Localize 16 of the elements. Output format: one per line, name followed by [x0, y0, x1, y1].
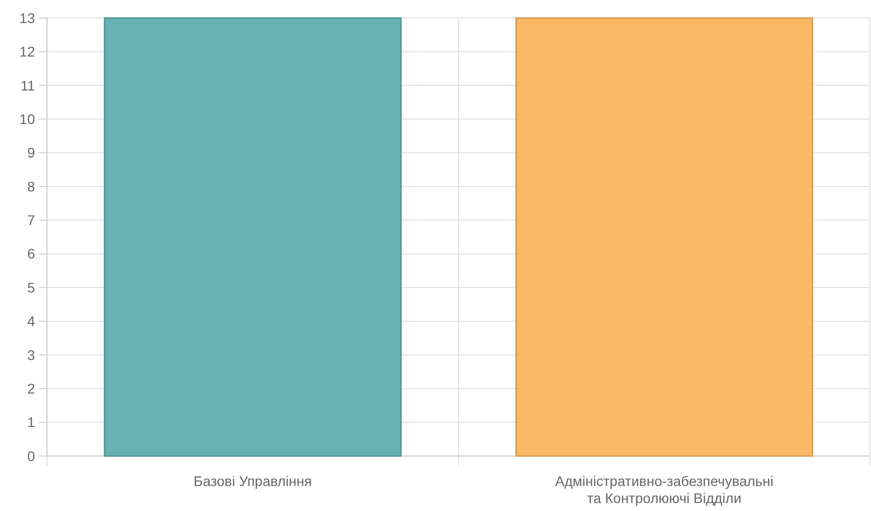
y-tick-label: 8 — [27, 178, 36, 194]
y-tick-label: 10 — [19, 110, 36, 127]
y-tick-label: 13 — [19, 10, 36, 26]
y-tick-label: 12 — [19, 44, 36, 60]
x-tick-label: Базові Управління — [194, 473, 312, 489]
x-tick-label: Адміністративно-забезпечувальні та Контролюючі Відділи — [555, 473, 774, 506]
y-tick-label: 5 — [27, 279, 36, 296]
y-tick-label: 6 — [27, 246, 36, 262]
y-tick-label: 3 — [27, 346, 36, 363]
y-tick-label: 2 — [27, 380, 36, 397]
y-tick-label: 9 — [27, 144, 36, 161]
y-tick-label: 1 — [27, 414, 36, 430]
y-tick-label: 4 — [27, 313, 36, 330]
y-tick-label: 7 — [27, 212, 36, 228]
y-tick-label: 0 — [27, 448, 36, 464]
y-tick-label: 11 — [20, 77, 36, 94]
